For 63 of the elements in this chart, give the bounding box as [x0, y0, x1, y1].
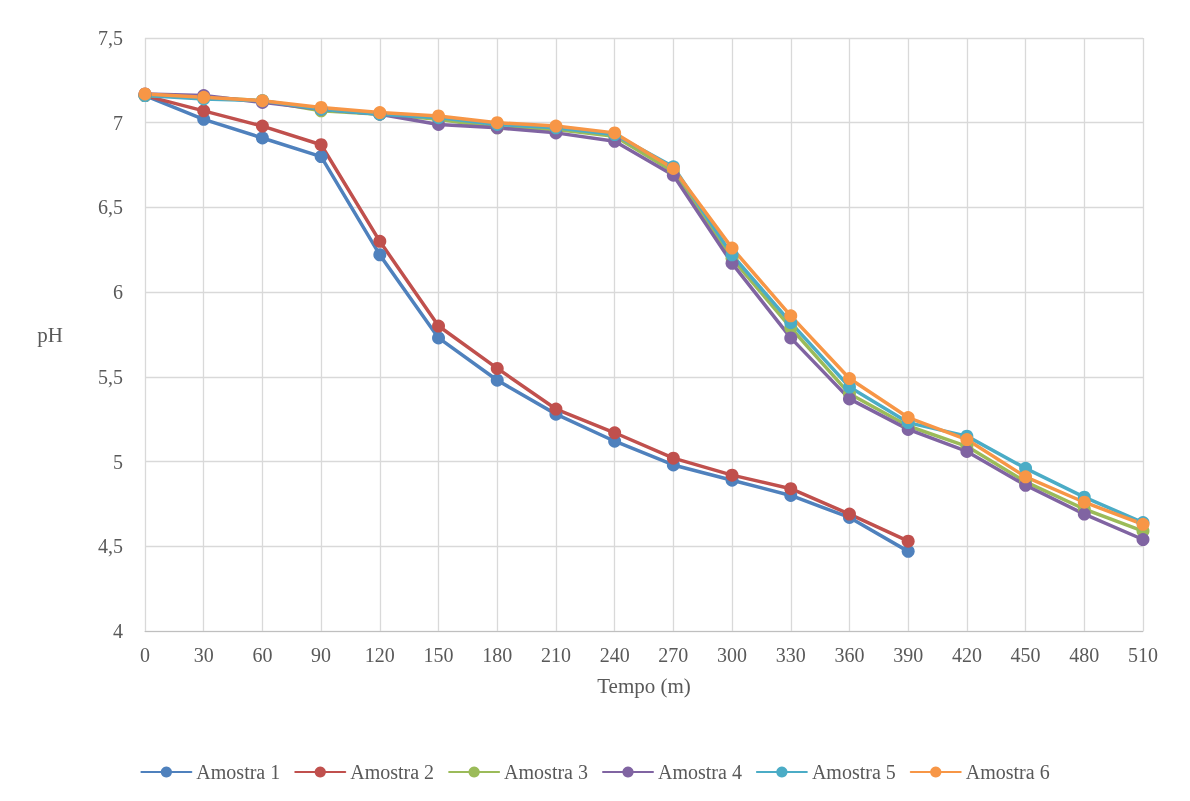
point	[842, 372, 856, 386]
point	[490, 361, 504, 375]
point	[901, 534, 915, 548]
x-tick-label: 0	[140, 644, 150, 666]
x-tick-label: 120	[364, 644, 395, 666]
x-tick-label: 360	[834, 644, 865, 666]
x-tick-label: 450	[1010, 644, 1041, 666]
point	[725, 468, 739, 482]
point	[255, 119, 269, 133]
point	[842, 392, 856, 406]
x-tick-label: 150	[423, 644, 454, 666]
x-tick-label: 30	[193, 644, 214, 666]
y-axis-title: pH	[37, 322, 63, 347]
y-tick-label: 4,5	[98, 535, 123, 558]
x-axis-title: Tempo (m)	[597, 673, 691, 698]
point	[1077, 495, 1091, 509]
point	[314, 138, 328, 152]
point	[784, 331, 798, 345]
x-tick-label: 390	[893, 644, 924, 666]
y-tick-label: 5	[113, 450, 123, 473]
point	[608, 426, 622, 440]
y-tick-label: 4	[113, 620, 123, 642]
y-tick-label: 7,5	[98, 27, 123, 49]
x-tick-label: 300	[717, 644, 748, 666]
x-tick-label: 420	[951, 644, 982, 666]
point	[784, 309, 798, 323]
point	[901, 411, 915, 425]
point	[1136, 533, 1150, 546]
x-tick-label: 480	[1069, 644, 1100, 666]
point	[314, 150, 328, 164]
legend-label: Amostra 6	[965, 761, 1050, 783]
point	[255, 131, 269, 145]
point	[784, 482, 798, 496]
x-tick-label: 510	[1128, 644, 1158, 666]
x-tick-label: 270	[658, 644, 689, 666]
point	[432, 319, 446, 333]
point	[1077, 507, 1091, 521]
point	[197, 104, 211, 118]
x-tick-label: 210	[540, 644, 571, 666]
x-tick-label: 90	[311, 644, 332, 666]
x-tick-label: 180	[482, 644, 513, 666]
point	[666, 451, 680, 465]
point	[960, 433, 974, 447]
point	[960, 444, 974, 458]
point	[373, 248, 387, 262]
legend-label: Amostra 5	[811, 761, 896, 783]
x-tick-label: 330	[775, 644, 806, 666]
legend-label: Amostra 4	[658, 761, 742, 783]
legend-label: Amostra 2	[350, 761, 435, 783]
y-tick-label: 5,5	[98, 365, 123, 388]
y-tick-label: 6,5	[98, 196, 123, 219]
x-tick-label: 60	[252, 644, 273, 666]
x-tick-label: 240	[599, 644, 630, 666]
point	[725, 241, 739, 255]
point	[549, 402, 563, 416]
legend-label: Amostra 3	[504, 761, 589, 783]
legend-label: Amostra 1	[196, 761, 281, 783]
y-tick-label: 7	[113, 111, 123, 134]
point	[432, 331, 446, 345]
point	[490, 373, 504, 387]
point	[1019, 470, 1033, 484]
y-tick-label: 6	[113, 281, 123, 304]
point	[373, 234, 387, 248]
